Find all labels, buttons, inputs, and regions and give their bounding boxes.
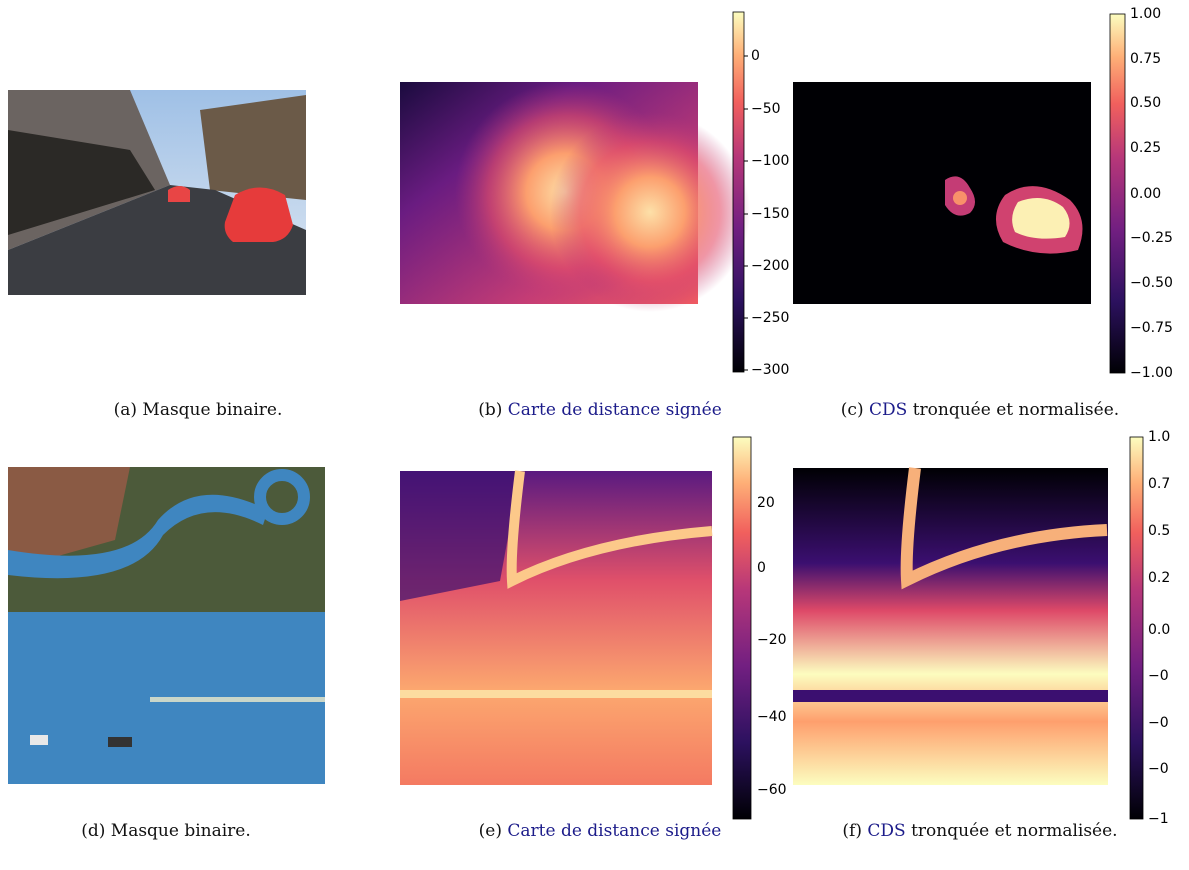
caption-link[interactable]: CDS — [869, 400, 907, 420]
caption-label: (b) — [478, 400, 502, 420]
tick-label: 20 — [757, 495, 775, 511]
colorbar-ticks: 20 0 −20 −40 −60 — [757, 495, 787, 798]
tick-label: 0 — [751, 48, 760, 64]
sdf-image — [400, 82, 750, 312]
tick-label: −0.75 — [1130, 320, 1173, 336]
caption-label: (c) — [841, 400, 864, 420]
tick-label: −200 — [751, 258, 789, 274]
colorbar — [1129, 436, 1144, 820]
colorbar-ticks: 1.00 0.75 0.50 0.25 0.00 −0.25 −0.50 −0.… — [1130, 6, 1173, 381]
tick-label: −0 — [1148, 715, 1169, 731]
truncated-sdf-image — [793, 467, 1108, 785]
caption-text: tronquée et normalisée. — [911, 821, 1117, 841]
sdf-image — [400, 470, 713, 785]
caption-link[interactable]: CDS — [867, 821, 905, 841]
tick-label: −50 — [751, 101, 781, 117]
colorbar-ticks: 1.0 0.7 0.5 0.2 0.0 −0 −0 −0 −1 — [1148, 429, 1170, 827]
truncated-sdf-image — [793, 82, 1091, 304]
tick-label: 1.0 — [1148, 429, 1170, 445]
tick-label: 1.00 — [1130, 6, 1161, 22]
caption-text: tronquée et normalisée. — [913, 400, 1119, 420]
caption-label: (a) — [114, 400, 137, 420]
tick-label: −0 — [1148, 761, 1169, 777]
colorbar — [1109, 13, 1126, 374]
tick-label: −150 — [751, 206, 789, 222]
tick-label: 0.25 — [1130, 140, 1161, 156]
tick-label: −0 — [1148, 668, 1169, 684]
caption-link[interactable]: Carte de distance signée — [507, 821, 721, 841]
tick-label: 0.0 — [1148, 622, 1170, 638]
tick-label: 0.00 — [1130, 186, 1161, 202]
caption: (c) CDS tronquée et normalisée. — [841, 400, 1119, 420]
tick-label: −1.00 — [1130, 365, 1173, 381]
caption-label: (e) — [479, 821, 502, 841]
caption-label: (d) — [81, 821, 105, 841]
caption-text: Masque binaire. — [111, 821, 251, 841]
tick-label: 0.50 — [1130, 95, 1161, 111]
tick-label: 0 — [757, 560, 766, 576]
caption: (b) Carte de distance signée — [478, 400, 722, 420]
tick-label: −300 — [751, 362, 789, 378]
caption: (f) CDS tronquée et normalisée. — [842, 821, 1117, 841]
tick-label: −40 — [757, 709, 787, 725]
tick-label: −250 — [751, 310, 789, 326]
caption-link[interactable]: Carte de distance signée — [508, 400, 722, 420]
tick-label: −0.25 — [1130, 230, 1173, 246]
tick-label: −0.50 — [1130, 275, 1173, 291]
caption-text: Masque binaire. — [142, 400, 282, 420]
tick-label: −60 — [757, 782, 787, 798]
colorbar-ticks: 0 −50 −100 −150 −200 −250 −300 — [744, 48, 789, 378]
tick-label: 0.75 — [1130, 51, 1161, 67]
caption: (d) Masque binaire. — [81, 821, 251, 841]
caption: (e) Carte de distance signée — [479, 821, 722, 841]
colorbar — [732, 436, 752, 820]
tick-label: −100 — [751, 153, 789, 169]
tick-label: 0.2 — [1148, 570, 1170, 586]
caption: (a) Masque binaire. — [114, 400, 283, 420]
tick-label: −1 — [1148, 811, 1169, 827]
caption-label: (f) — [842, 821, 862, 841]
colorbar — [732, 11, 745, 373]
aerial-image — [8, 467, 325, 784]
tick-label: 0.5 — [1148, 523, 1170, 539]
tick-label: 0.7 — [1148, 476, 1170, 492]
street-image — [8, 90, 306, 295]
tick-label: −20 — [757, 632, 787, 648]
